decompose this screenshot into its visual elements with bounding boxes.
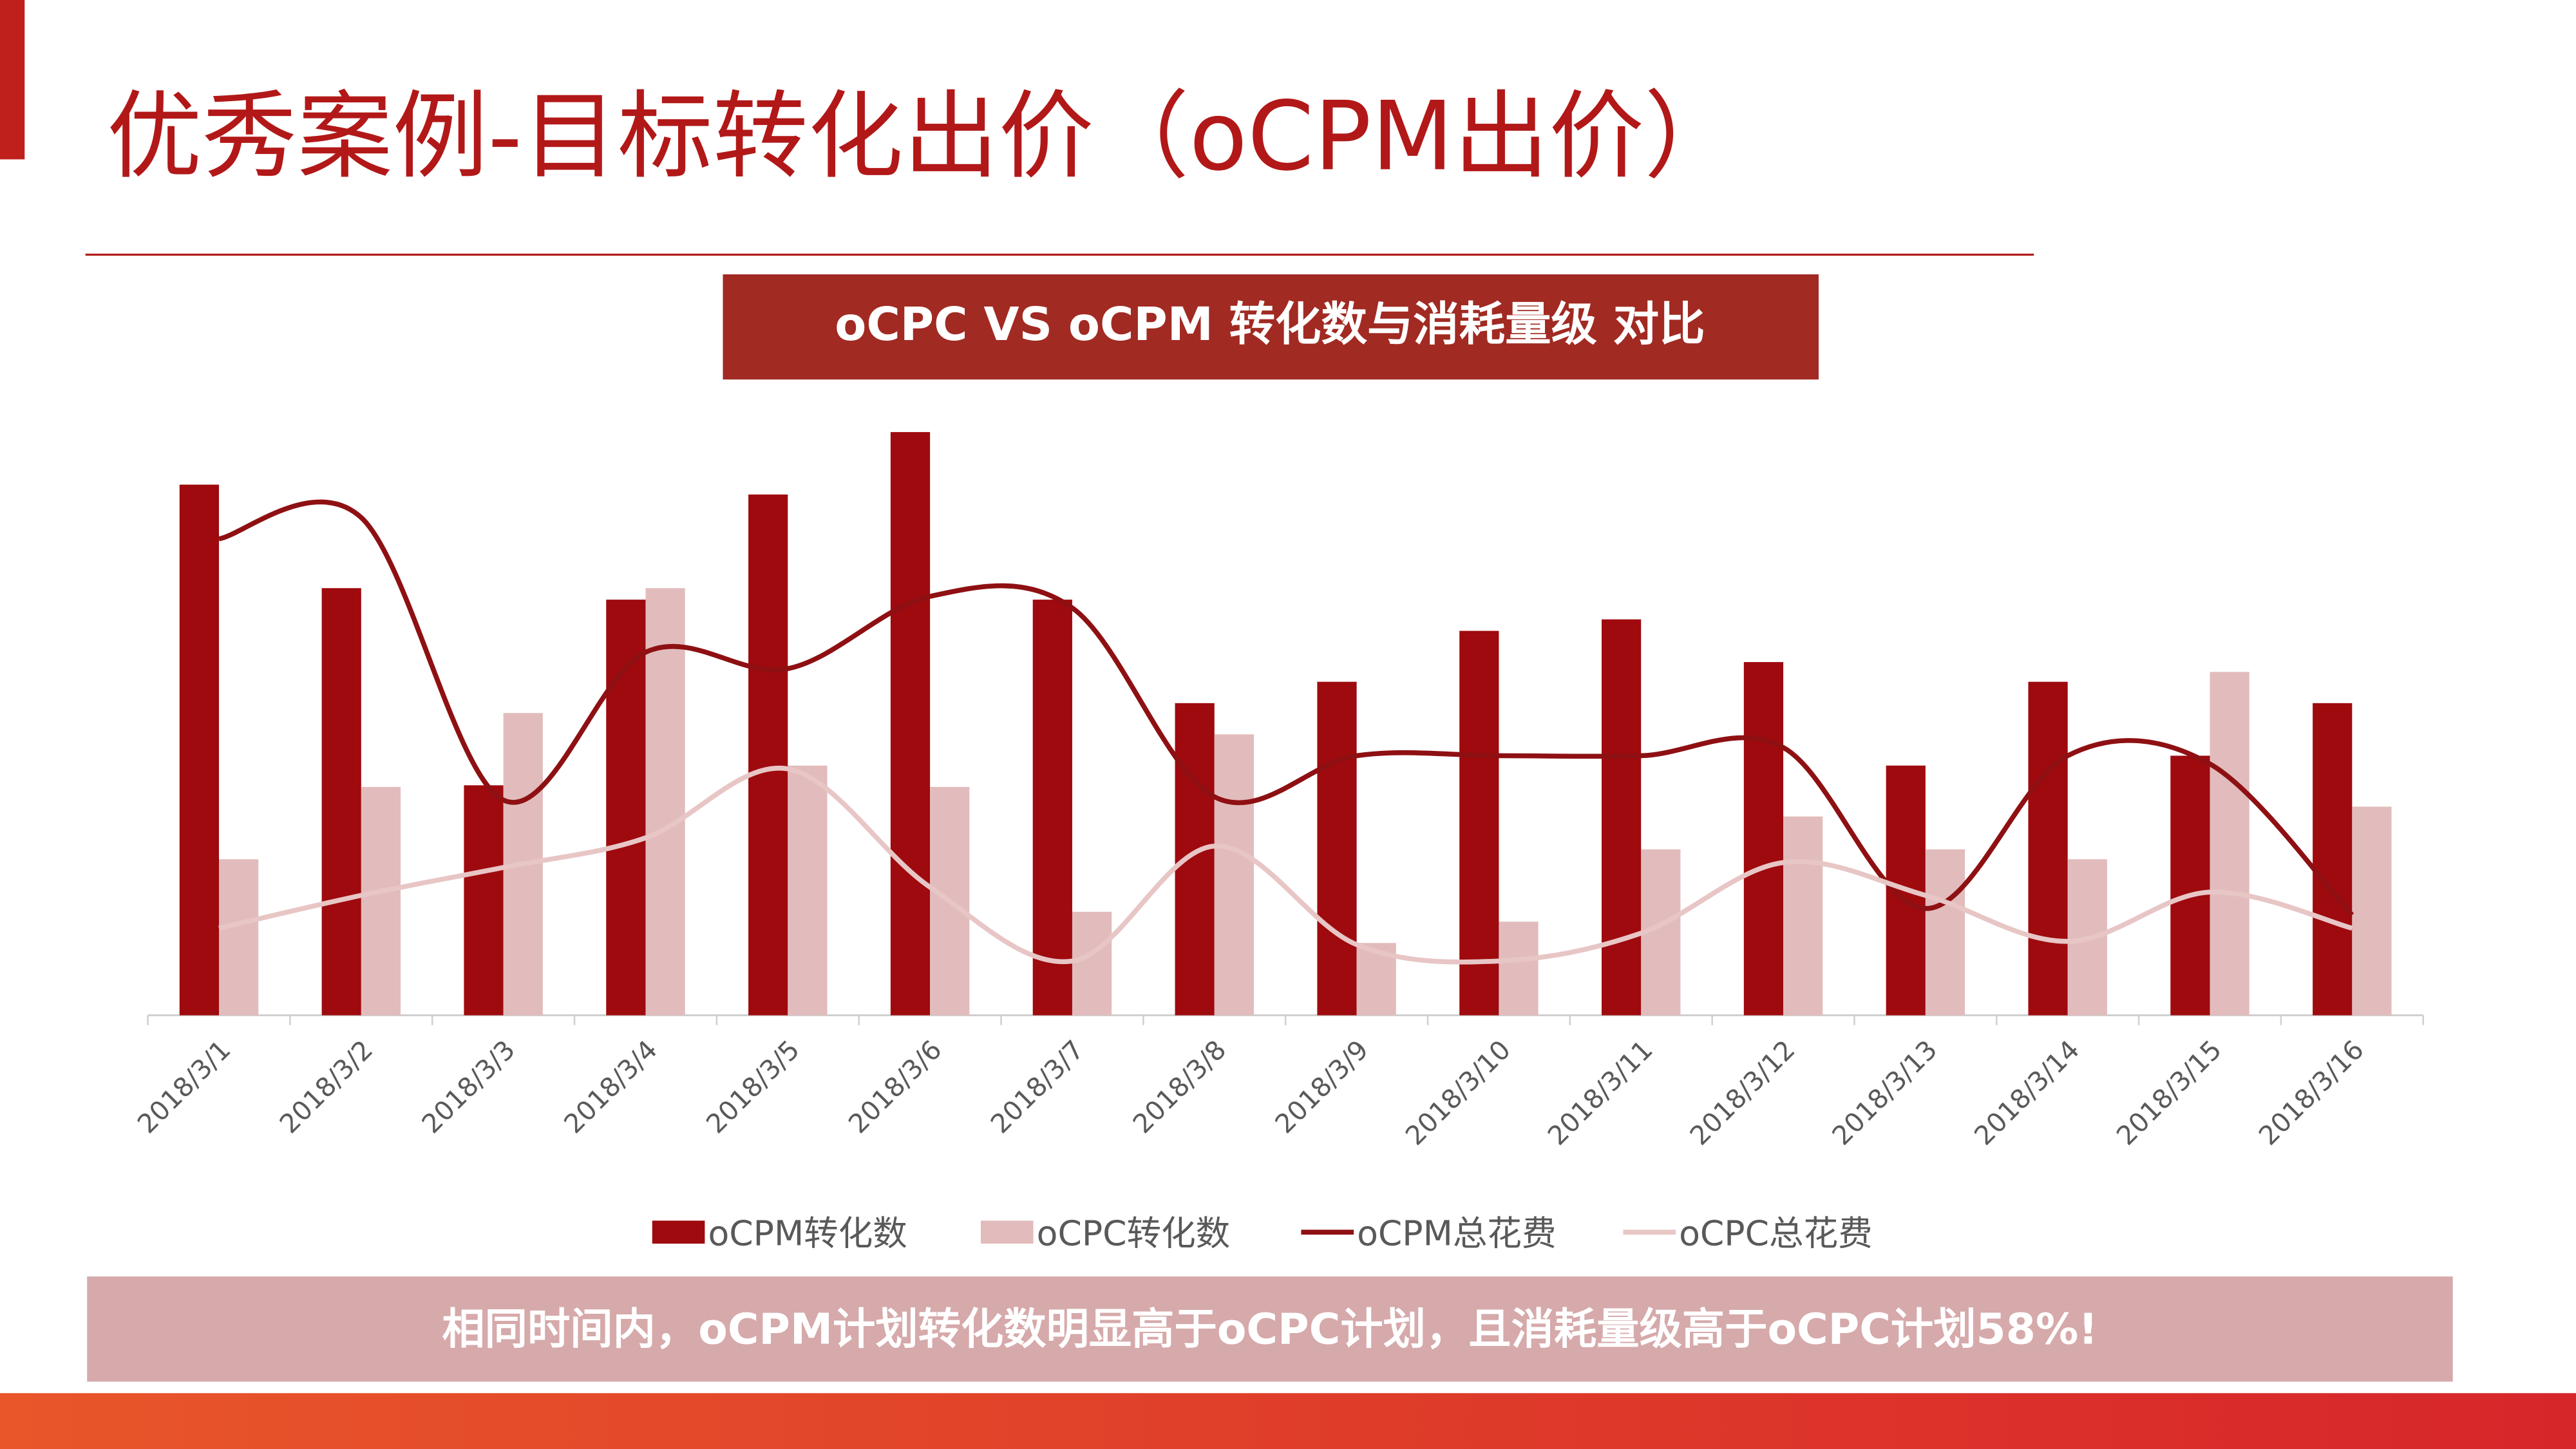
note-box <box>87 1276 2453 1382</box>
bar <box>1459 630 1499 1016</box>
chart-title: oCPC VS oCPM 转化数与消耗量级 对比 <box>835 298 1705 351</box>
page-title: 优秀案例-目标转化出价（oCPM出价） <box>107 81 1739 192</box>
legend-label: oCPM总花费 <box>1357 1213 1556 1254</box>
line <box>218 499 2354 917</box>
bar <box>788 765 828 1016</box>
legend-label: oCPC转化数 <box>1037 1213 1231 1254</box>
bar <box>1743 662 1784 1016</box>
accent-bar <box>0 0 25 160</box>
legend-label: oCPC总花费 <box>1679 1213 1873 1254</box>
bar <box>748 494 788 1016</box>
chart-title-box <box>723 274 1819 380</box>
bar <box>2313 703 2353 1016</box>
bar <box>464 785 504 1016</box>
bar <box>2210 672 2249 1016</box>
bar <box>2028 681 2068 1016</box>
bar <box>2352 806 2392 1016</box>
bar <box>606 600 646 1016</box>
legend-swatch <box>652 1220 705 1244</box>
bar <box>1072 911 1112 1016</box>
bar <box>1602 619 1642 1016</box>
bar <box>2170 755 2210 1016</box>
legend-label: oCPM转化数 <box>708 1213 907 1254</box>
legend-swatch <box>980 1220 1034 1244</box>
bar <box>1499 922 1539 1016</box>
bar <box>1925 849 1965 1016</box>
bar <box>1175 703 1215 1016</box>
bottom-band <box>0 1393 2576 1449</box>
line <box>218 765 2353 965</box>
bar <box>321 588 361 1016</box>
bar <box>179 484 220 1016</box>
bar <box>361 786 401 1016</box>
bar <box>219 859 259 1016</box>
bar <box>890 431 931 1016</box>
bar <box>1214 734 1254 1016</box>
bar <box>1783 816 1823 1016</box>
bar <box>1032 600 1072 1016</box>
bar <box>1317 681 1357 1016</box>
footer-note: 相同时间内，oCPM计划转化数明显高于oCPC计划，且消耗量级高于oCPC计划5… <box>442 1304 2098 1354</box>
plot: 2018/3/1 2018/3/2 2018/3/3 2018/3/4 2018/3/5… <box>131 431 2425 1254</box>
bar <box>645 588 685 1016</box>
